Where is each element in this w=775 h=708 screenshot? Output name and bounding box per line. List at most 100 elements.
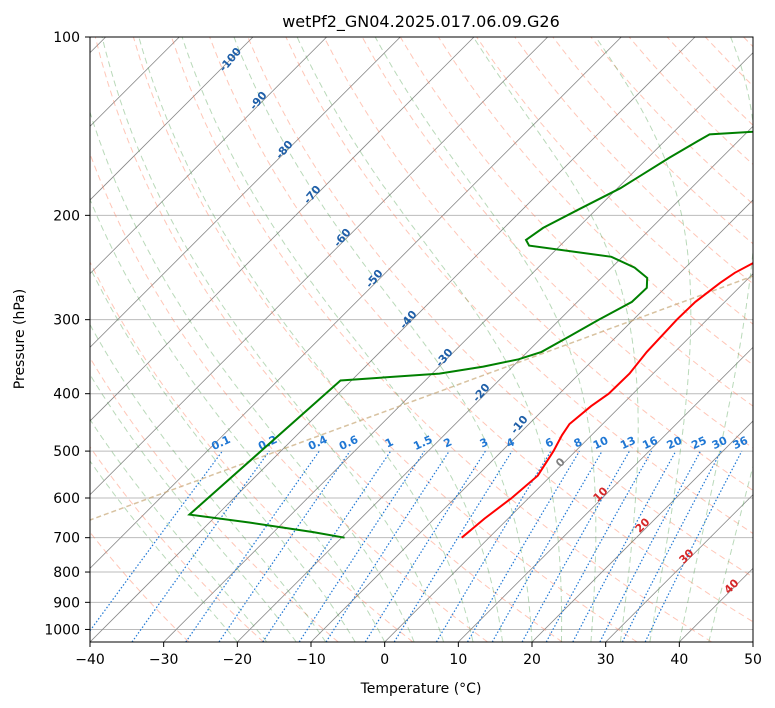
moist-adiabat-line <box>90 110 415 642</box>
dry-adiabat-line <box>90 356 339 642</box>
x-tick-label: 30 <box>597 652 615 668</box>
dry-adiabat-line <box>285 37 753 535</box>
x-axis-label: Temperature (°C) <box>360 681 482 697</box>
isotherm-line <box>237 125 753 642</box>
isotherm-line <box>310 199 753 642</box>
dry-adiabat-line <box>247 37 753 578</box>
x-tick-label: 0 <box>380 652 389 668</box>
dry-adiabat-line <box>132 37 638 642</box>
moist-adiabat-line <box>595 37 692 642</box>
isotherm-line <box>90 37 401 348</box>
y-tick-label: 500 <box>53 444 80 460</box>
mixing-ratio-line <box>131 450 270 642</box>
mixing-ratio-line <box>572 450 677 642</box>
x-tick-label: 20 <box>523 652 541 668</box>
theta-label: -30 <box>433 346 456 370</box>
isotherm-line <box>90 37 475 422</box>
moist-adiabat-line <box>101 37 445 642</box>
x-tick-label: −20 <box>223 652 253 668</box>
mixing-ratio-label: 13 <box>618 434 637 452</box>
mixing-ratio-line <box>262 450 392 642</box>
y-axis-label: Pressure (hPa) <box>12 289 28 389</box>
y-tick-label: 800 <box>53 565 80 581</box>
y-tick-label: 700 <box>53 531 80 547</box>
mixing-ratio-line <box>466 450 580 642</box>
moist-adiabat-line <box>708 464 753 642</box>
dry-adiabat-line <box>476 37 753 325</box>
mixing-ratio-label: 0.2 <box>256 433 279 453</box>
moist-adiabat-line <box>90 266 356 642</box>
moist-adiabat-line <box>472 37 639 642</box>
dry-adiabat-line <box>90 446 264 642</box>
x-tick-label: 50 <box>744 652 762 668</box>
isotherm-line <box>384 273 753 642</box>
isotherm-line <box>679 567 753 642</box>
isotherm-line <box>163 52 753 642</box>
moist-adiabat-label: 20 <box>633 515 653 535</box>
moist-adiabat-label: 10 <box>591 484 611 504</box>
mixing-ratio-line <box>298 450 425 642</box>
dry-adiabat-line <box>90 260 414 642</box>
moist-adiabat-line <box>138 37 474 642</box>
moist-adiabat-line <box>90 460 238 642</box>
moist-adiabat-line <box>374 37 597 642</box>
mixing-ratio-label: 8 <box>572 435 584 450</box>
plot-area: 0.1 0.2 0.4 0.6 1 1.5 2 3 4 6 8 10 13 16 20 25 30 36-100-… <box>90 37 753 642</box>
mixing-ratio-label: 25 <box>689 434 708 452</box>
plot-frame <box>89 36 754 643</box>
mixing-ratio-line <box>325 450 450 642</box>
mixing-ratio-label: 16 <box>640 434 660 452</box>
dry-adiabat-line <box>552 37 753 245</box>
dry-adiabat-line <box>90 152 488 642</box>
x-tick-label: 40 <box>670 652 688 668</box>
moist-adiabat-line <box>233 37 533 642</box>
x-tick-label: −10 <box>296 652 326 668</box>
axes: −40 −30 −20 −10 0 10 20 30 40 5010020030040050060… <box>44 30 762 668</box>
x-tick-label: −30 <box>149 652 179 668</box>
moist-adiabat-label: 0 <box>553 455 568 470</box>
mixing-ratio-line <box>621 450 722 642</box>
dry-adiabat-line <box>90 531 190 642</box>
theta-label: -100 <box>216 45 244 75</box>
x-tick-label: −40 <box>75 652 105 668</box>
isotherm-line <box>605 494 753 642</box>
y-tick-label: 1000 <box>44 622 80 638</box>
mixing-ratio-line <box>90 450 223 632</box>
dry-adiabat-line <box>743 37 753 48</box>
isotherm-line <box>458 346 753 642</box>
dry-adiabat-line <box>94 37 563 642</box>
dewpoint-profile-line <box>187 130 753 539</box>
lcl-curve <box>90 275 753 521</box>
isotherm-line <box>90 37 327 275</box>
isotherm-line <box>90 37 548 496</box>
mixing-ratio-line <box>521 450 631 642</box>
theta-label: -20 <box>470 381 493 405</box>
y-tick-label: 300 <box>53 313 80 329</box>
dry-adiabat-line <box>323 37 753 491</box>
theta-label: -10 <box>508 413 531 437</box>
y-tick-label: 200 <box>53 208 80 224</box>
theta-label: -90 <box>247 89 270 113</box>
mixing-ratio-line <box>435 450 552 642</box>
dry-adiabat-line <box>704 37 753 87</box>
y-tick-label: 400 <box>53 387 80 403</box>
mixing-ratio-line <box>364 450 486 642</box>
y-tick-label: 100 <box>53 30 80 46</box>
moist-adiabat-line <box>90 323 327 642</box>
moist-adiabat-line <box>90 198 386 642</box>
mixing-ratio-line <box>644 450 743 642</box>
mixing-ratio-label: 0.6 <box>337 433 360 453</box>
dry-adiabat-line <box>171 37 712 642</box>
mixing-ratio-line <box>218 450 351 642</box>
mixing-ratio-label: 10 <box>591 434 611 452</box>
mixing-ratio-line <box>599 450 702 642</box>
temperature-profile-line <box>461 262 753 539</box>
mixing-ratio-label: 30 <box>710 434 730 452</box>
isotherm-line <box>752 641 753 642</box>
chart-title: wetPf2_GN04.2025.017.06.09.G26 <box>282 12 560 32</box>
mixing-ratio-label: 36 <box>731 434 751 452</box>
mixing-ratio-label: 20 <box>665 434 685 452</box>
moist-adiabat-line <box>678 37 753 642</box>
mixing-ratio-line <box>393 450 513 642</box>
theta-label: -50 <box>363 267 386 291</box>
